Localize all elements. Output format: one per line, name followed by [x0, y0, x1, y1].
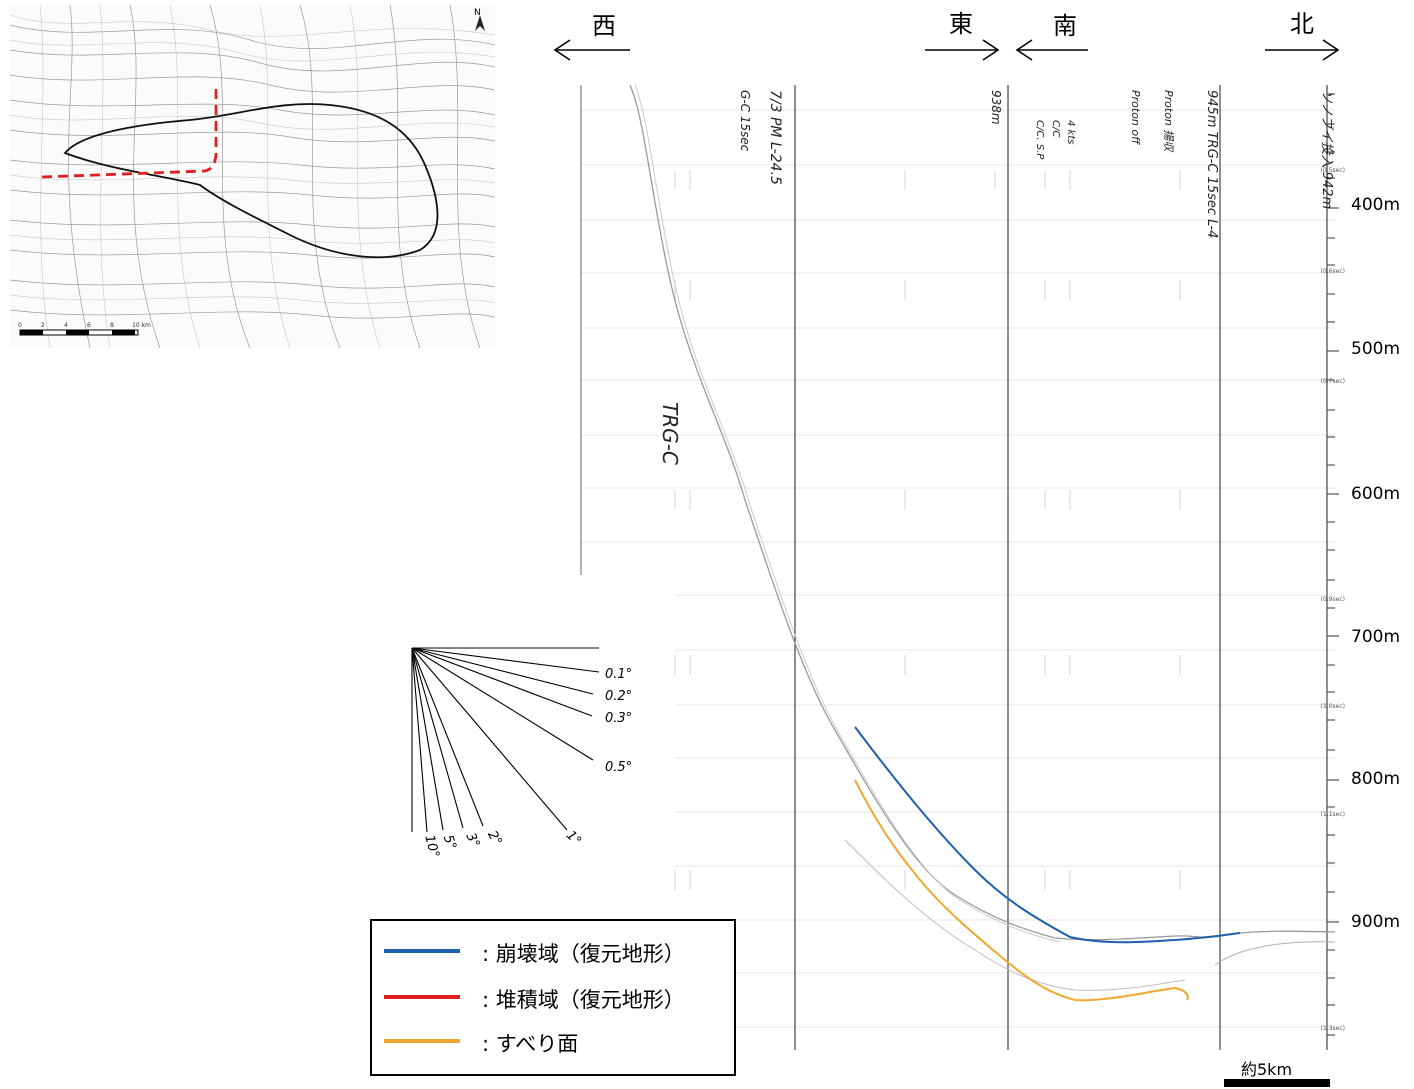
direction-east-label: 東 [949, 10, 973, 38]
annotation-trgc-945: 945m TRG-C 15sec L-4 [1204, 90, 1219, 238]
handwritten-annotations: 7/3 PM L-24.5 G-C 15sec 938m 4 kts C/C C… [658, 90, 1335, 465]
slip-surface-line [854, 779, 1189, 1002]
seismic-profile: 7/3 PM L-24.5 G-C 15sec 938m 4 kts C/C C… [580, 84, 1345, 1050]
profile-name-label: TRG-C [658, 402, 682, 465]
legend-label: : 崩壊域（復元地形） [482, 942, 685, 966]
north-arrow-icon [475, 15, 485, 31]
map-scale-bar [19, 329, 139, 336]
direction-west-label: 西 [592, 12, 616, 40]
angle-label: 0.3° [605, 711, 633, 726]
depth-label: 500m [1351, 339, 1401, 359]
profile-gridlines [580, 109, 1335, 1028]
depth-label: 700m [1351, 627, 1401, 647]
scale-bar [1224, 1079, 1330, 1087]
landslide-outline [63, 103, 439, 259]
bathymetry-map-svg: N 0 2 4 6 8 10 km [10, 5, 495, 348]
map-scale-tick: 6 [87, 322, 91, 329]
time-tick-labels: (0.5sec) (0.6sec) (0.7sec) (0.9sec) (1.0… [1321, 167, 1345, 1032]
time-tick-label: (1.1sec) [1321, 811, 1345, 818]
contour-lines [10, 5, 495, 348]
slope-angle-fan [411, 647, 600, 833]
time-tick-label: (1.0sec) [1321, 703, 1345, 710]
collapse-surface-line [854, 726, 1241, 944]
angle-label: 0.2° [605, 689, 633, 704]
depth-label: 900m [1351, 912, 1401, 932]
depth-label: 600m [1351, 484, 1401, 504]
map-scale-tick: 2 [41, 322, 45, 329]
profile-track-line [41, 85, 218, 179]
legend-swatch-blue [384, 949, 460, 953]
annotation-proton-recover: Proton 揚収 [1162, 90, 1175, 153]
legend: : 崩壊域（復元地形） : 堆積域（復元地形） : すべり面 [370, 919, 736, 1076]
map-scale-tick: 8 [110, 322, 114, 329]
time-tick-label: (0.7sec) [1321, 378, 1345, 385]
section-dividers [794, 85, 1221, 1050]
angle-label: 0.1° [605, 667, 633, 682]
annotation-depth-938: 938m [989, 90, 1003, 125]
direction-arrows [553, 39, 1340, 61]
annotation-ccsp: C/C. S.P [1034, 120, 1045, 160]
annotation-time-line: 7/3 PM L-24.5 [767, 90, 783, 185]
legend-swatch-orange [384, 1039, 460, 1043]
annotation-cc: C/C [1050, 120, 1061, 137]
map-scale-tick: 0 [18, 322, 22, 329]
location-map: N 0 2 4 6 8 10 km [10, 5, 495, 348]
map-scale-tick: 10 km [132, 322, 151, 329]
north-label: N [474, 8, 481, 18]
direction-south-label: 南 [1053, 12, 1077, 40]
direction-north-label: 北 [1290, 10, 1314, 38]
map-scale-tick: 4 [64, 322, 68, 329]
scale-bar-label: 約5km [1241, 1060, 1293, 1079]
angle-label: 0.5° [605, 760, 633, 775]
time-tick-label: (0.9sec) [1321, 596, 1345, 603]
legend-label: : 堆積域（復元地形） [482, 988, 685, 1012]
depth-label: 800m [1351, 769, 1401, 789]
time-tick-label: (0.5sec) [1321, 167, 1345, 174]
legend-swatch-red [384, 995, 460, 999]
depth-axis [1326, 85, 1339, 1050]
annotation-proton-off: Proton off [1129, 90, 1142, 145]
legend-label: : すべり面 [482, 1032, 579, 1056]
annotation-sonobuoy: ソノブイ投入 942m [1319, 90, 1335, 209]
seafloor-reflector [629, 84, 1336, 941]
annotation-gc-line: G-C 15sec [738, 90, 752, 152]
depth-label: 400m [1351, 195, 1401, 215]
time-tick-label: (0.6sec) [1321, 268, 1345, 275]
annotation-kts: 4 kts [1065, 120, 1076, 144]
time-tick-label: (1.3sec) [1321, 1025, 1345, 1032]
